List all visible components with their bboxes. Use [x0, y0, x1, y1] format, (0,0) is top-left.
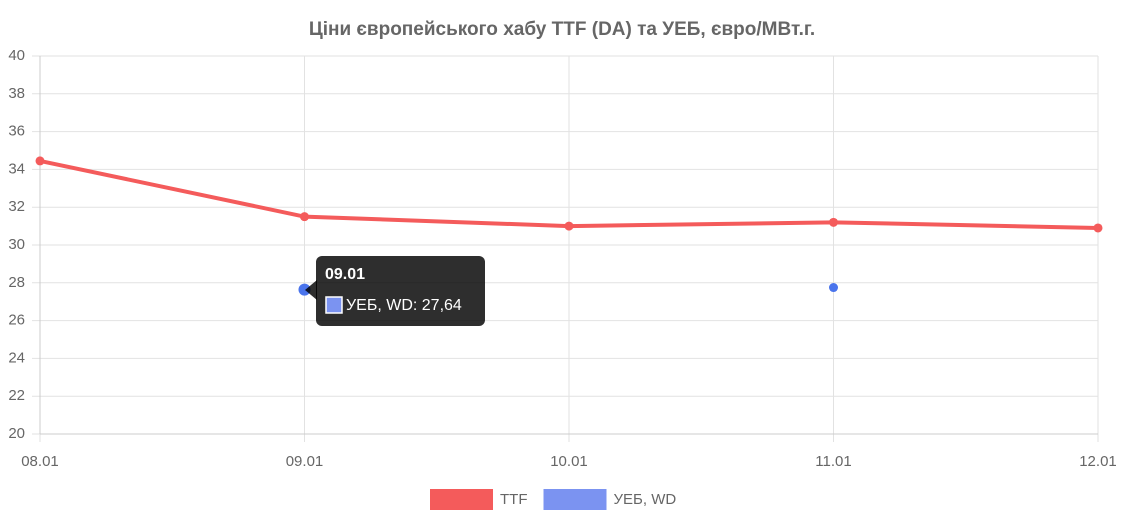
point: [300, 212, 309, 222]
point: [298, 283, 311, 296]
point: [829, 217, 838, 227]
legend-label: УЕБ, WD: [614, 491, 677, 508]
y-tick-label: 38: [8, 85, 25, 102]
y-tick-label: 40: [8, 47, 25, 64]
y-tick-label: 26: [8, 312, 25, 329]
legend-label: TTF: [500, 491, 528, 508]
tooltip: 09.01 УЕБ, WD: 27,64: [305, 256, 485, 326]
tooltip-swatch: [325, 296, 343, 314]
y-tick-label: 34: [8, 160, 25, 177]
tooltip-title: 09.01: [325, 266, 365, 283]
point: [564, 221, 574, 231]
x-tick-label: 09.01: [286, 453, 324, 470]
y-tick-label: 32: [8, 198, 25, 215]
point: [1093, 223, 1103, 233]
tooltip-arrow: [305, 280, 317, 300]
y-tick-label: 20: [8, 425, 25, 442]
plot-area: 20 22 24 26 28 30 32 34 36 38 40 08.01 09.01 10.01 11.…: [8, 47, 1116, 470]
point: [829, 283, 838, 293]
x-tick-label: 08.01: [21, 453, 59, 470]
chart-title: Ціни європейського хабу TTF (DA) та УЕБ,…: [309, 19, 815, 40]
x-tick-label: 10.01: [550, 453, 588, 470]
x-tick-label: 12.01: [1079, 453, 1117, 470]
tooltip-label: УЕБ, WD: 27,64: [346, 297, 462, 314]
tooltip-box: [316, 256, 485, 326]
legend-swatch: [543, 489, 607, 510]
y-tick-label: 22: [8, 387, 25, 404]
legend-swatch: [430, 489, 493, 510]
y-tick-label: 36: [8, 123, 25, 140]
y-tick-label: 30: [8, 236, 25, 253]
point: [35, 156, 45, 166]
y-tick-label: 28: [8, 274, 25, 291]
x-tick-label: 11.01: [815, 453, 851, 470]
y-tick-label: 24: [8, 349, 25, 366]
